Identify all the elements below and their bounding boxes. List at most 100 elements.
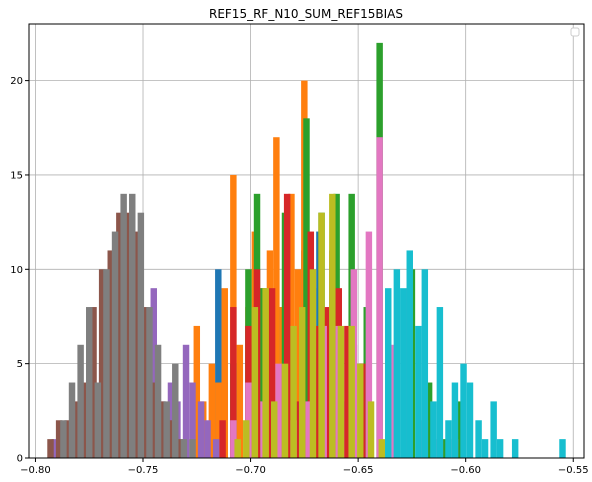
plot-frame — [28, 23, 585, 459]
histogram-bar — [436, 307, 444, 458]
legend-box — [570, 27, 580, 37]
histogram-bar — [236, 344, 244, 458]
histogram-bar — [303, 118, 310, 458]
histogram-bar — [475, 420, 482, 458]
histogram-bar — [262, 288, 269, 458]
histogram-bar — [124, 212, 132, 458]
histogram-bar — [159, 401, 166, 458]
series-8-bars — [234, 193, 386, 458]
histogram-bar — [182, 344, 190, 458]
histogram-bar — [425, 382, 433, 458]
histogram-bar — [344, 325, 351, 458]
histogram-bar — [329, 193, 336, 458]
histogram-bar — [94, 382, 102, 458]
axis-ticks: −0.80 −0.75 −0.70 −0.65 −0.60 −0.55 0 5 10 15 20 — [10, 76, 588, 476]
histogram-bar — [445, 420, 452, 458]
histogram-bar — [64, 420, 71, 458]
histogram-bar — [294, 269, 302, 458]
histogram-bar — [180, 439, 188, 458]
histogram-bar — [172, 363, 179, 458]
histogram-bar — [421, 269, 429, 458]
histogram-bar — [511, 439, 519, 458]
histogram-bar — [137, 212, 145, 458]
y-tick-label: 10 — [10, 265, 23, 276]
x-tick-label: −0.60 — [450, 465, 481, 476]
histogram-bar — [111, 231, 119, 458]
histogram-bar — [103, 269, 110, 458]
histogram-bar — [460, 363, 467, 458]
histogram-bar — [197, 401, 205, 458]
histogram-bar — [337, 325, 345, 458]
x-tick-label: −0.70 — [235, 465, 266, 476]
bars-layer — [47, 42, 566, 458]
histogram-bar — [68, 382, 76, 458]
histogram-bar — [273, 137, 280, 458]
histogram-bar — [77, 344, 84, 458]
y-tick-label: 15 — [10, 170, 23, 181]
histogram-bar — [215, 382, 222, 458]
histogram-bar — [481, 439, 489, 458]
histogram-bar — [406, 250, 413, 458]
y-tick-label: 20 — [10, 76, 23, 87]
histogram-bar — [51, 439, 59, 458]
histogram-bar — [318, 212, 325, 458]
histogram-bar — [268, 288, 276, 458]
y-tick-label: 0 — [17, 454, 23, 465]
histogram-bar — [215, 269, 222, 458]
histogram-bar — [221, 288, 228, 458]
histogram-bar — [150, 382, 157, 458]
histogram-bar — [230, 420, 237, 458]
histogram-bar — [107, 250, 114, 458]
histogram-bar — [219, 420, 226, 458]
series-9-bars — [385, 250, 566, 458]
histogram-bar — [150, 288, 157, 458]
histogram-bar — [385, 288, 392, 458]
histogram-bar — [415, 325, 422, 458]
chart-title: REF15_RF_N10_SUM_REF15BIAS — [209, 7, 403, 21]
histogram-bar — [456, 401, 463, 458]
histogram-bar — [81, 382, 89, 458]
series-7-bars — [60, 193, 196, 458]
x-tick-label: −0.80 — [20, 465, 51, 476]
histogram-bar — [55, 420, 63, 458]
series-5-bars — [47, 212, 183, 458]
histogram-bar — [154, 344, 162, 458]
histogram-bar — [251, 307, 259, 458]
histogram-bar — [305, 401, 312, 458]
histogram-bar — [176, 439, 183, 458]
histogram-bar — [367, 401, 375, 458]
histogram-bar — [309, 269, 317, 458]
histogram-bar — [234, 439, 241, 458]
histogram-bar — [208, 363, 216, 458]
histogram-bar — [230, 307, 237, 458]
histogram-bar — [281, 363, 289, 458]
histogram-bar — [490, 401, 497, 458]
histogram-bar — [290, 325, 297, 458]
histogram-bar — [357, 363, 364, 458]
histogram-bar — [275, 363, 282, 458]
histogram-bar — [167, 420, 175, 458]
histogram-bar — [314, 325, 321, 458]
histogram-bar — [378, 439, 386, 458]
histogram-bar — [400, 288, 407, 458]
histogram-bar — [163, 401, 170, 458]
histogram-bar — [271, 401, 278, 458]
y-tick-label: 5 — [17, 359, 23, 370]
histogram-bar — [47, 439, 54, 458]
histogram-bar — [189, 382, 196, 458]
histogram-bar — [298, 307, 306, 458]
histogram-bar — [116, 212, 123, 458]
histogram-bar — [365, 231, 373, 458]
histogram-bar — [141, 307, 149, 458]
histogram-bar — [98, 269, 106, 458]
histogram-bar — [133, 231, 140, 458]
x-tick-label: −0.65 — [343, 465, 374, 476]
histogram-bar — [440, 439, 448, 458]
histogram-bar — [189, 439, 196, 458]
histogram-bar — [430, 401, 437, 458]
histogram-bar — [243, 420, 250, 458]
histogram-bar — [283, 193, 291, 458]
histogram-bar — [466, 382, 474, 458]
